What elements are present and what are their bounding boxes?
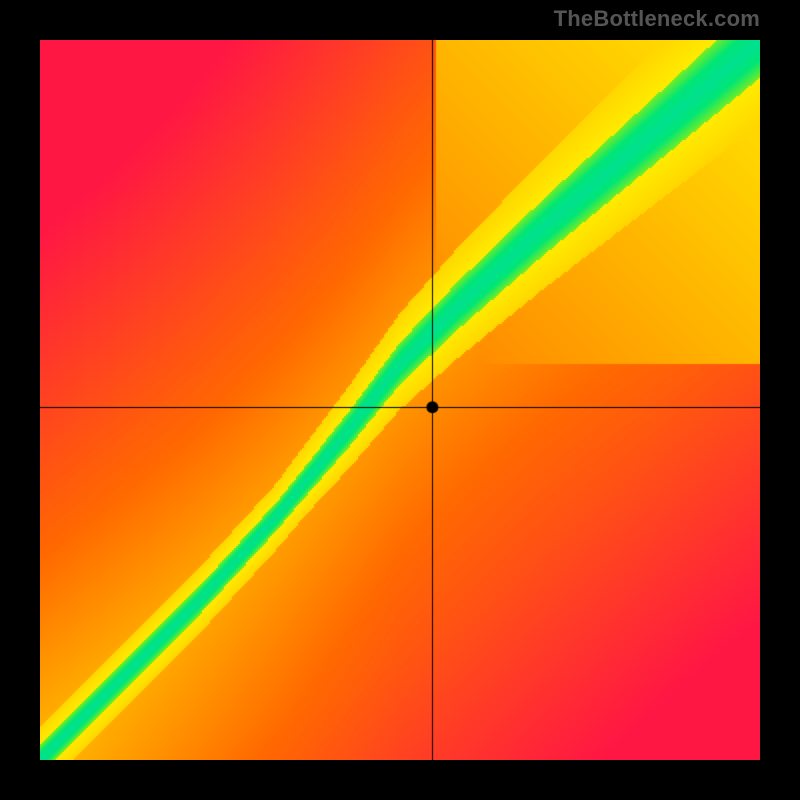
watermark-text: TheBottleneck.com: [554, 6, 760, 32]
plot-area: [40, 40, 760, 760]
heatmap-canvas: [40, 40, 760, 760]
chart-container: TheBottleneck.com: [0, 0, 800, 800]
